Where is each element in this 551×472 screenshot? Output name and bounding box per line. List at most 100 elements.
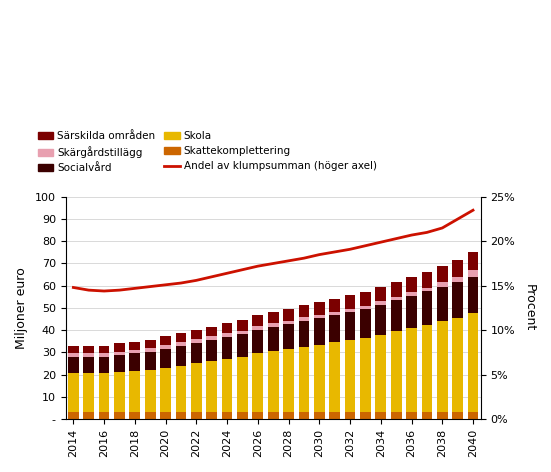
- Bar: [314, 345, 325, 412]
- Bar: [83, 346, 94, 354]
- Bar: [160, 345, 171, 348]
- Bar: [222, 337, 233, 359]
- Bar: [452, 260, 463, 277]
- Bar: [129, 371, 140, 412]
- Bar: [99, 346, 110, 354]
- Bar: [360, 306, 371, 309]
- Bar: [68, 354, 79, 357]
- Bar: [252, 354, 263, 412]
- Bar: [329, 412, 340, 419]
- Bar: [160, 368, 171, 412]
- Bar: [375, 412, 386, 419]
- Bar: [468, 412, 478, 419]
- Bar: [360, 309, 371, 338]
- Bar: [283, 320, 294, 324]
- Bar: [129, 342, 140, 350]
- Bar: [206, 337, 217, 340]
- Bar: [99, 354, 110, 357]
- Bar: [145, 348, 155, 352]
- Bar: [406, 295, 417, 328]
- Bar: [191, 412, 202, 419]
- Bar: [83, 373, 94, 412]
- Bar: [329, 315, 340, 342]
- Bar: [391, 300, 402, 331]
- Bar: [99, 373, 110, 412]
- Bar: [437, 282, 447, 287]
- Bar: [129, 350, 140, 354]
- Bar: [283, 349, 294, 412]
- Bar: [360, 292, 371, 306]
- Bar: [406, 412, 417, 419]
- Bar: [145, 352, 155, 370]
- Bar: [452, 282, 463, 318]
- Bar: [314, 318, 325, 345]
- Bar: [252, 412, 263, 419]
- Bar: [176, 346, 186, 366]
- Bar: [360, 338, 371, 412]
- Bar: [268, 412, 279, 419]
- Bar: [176, 333, 186, 342]
- Bar: [268, 312, 279, 323]
- Bar: [375, 304, 386, 335]
- Bar: [375, 287, 386, 301]
- Bar: [452, 412, 463, 419]
- Bar: [345, 295, 355, 309]
- Bar: [345, 309, 355, 312]
- Bar: [145, 412, 155, 419]
- Bar: [406, 292, 417, 295]
- Bar: [145, 370, 155, 412]
- Bar: [237, 412, 248, 419]
- Bar: [114, 355, 125, 372]
- Bar: [222, 323, 233, 333]
- Bar: [468, 270, 478, 277]
- Bar: [329, 312, 340, 315]
- Bar: [391, 297, 402, 300]
- Bar: [345, 412, 355, 419]
- Bar: [268, 351, 279, 412]
- Bar: [206, 340, 217, 361]
- Bar: [129, 412, 140, 419]
- Bar: [299, 412, 309, 419]
- Bar: [176, 366, 186, 412]
- Bar: [345, 312, 355, 340]
- Bar: [422, 272, 433, 288]
- Bar: [176, 412, 186, 419]
- Bar: [252, 315, 263, 326]
- Bar: [422, 325, 433, 412]
- Bar: [222, 359, 233, 412]
- Bar: [83, 412, 94, 419]
- Bar: [268, 323, 279, 327]
- Bar: [299, 347, 309, 412]
- Bar: [391, 412, 402, 419]
- Bar: [237, 330, 248, 334]
- Bar: [329, 342, 340, 412]
- Bar: [345, 340, 355, 412]
- Bar: [452, 277, 463, 282]
- Bar: [68, 412, 79, 419]
- Bar: [176, 342, 186, 346]
- Bar: [191, 343, 202, 363]
- Bar: [191, 330, 202, 339]
- Bar: [422, 291, 433, 325]
- Bar: [437, 412, 447, 419]
- Bar: [299, 305, 309, 318]
- Bar: [437, 321, 447, 412]
- Bar: [314, 314, 325, 318]
- Bar: [283, 412, 294, 419]
- Bar: [391, 282, 402, 297]
- Bar: [114, 412, 125, 419]
- Bar: [114, 352, 125, 355]
- Bar: [406, 277, 417, 292]
- Bar: [83, 354, 94, 357]
- Bar: [129, 354, 140, 371]
- Y-axis label: Miljoner euro: Miljoner euro: [15, 267, 28, 349]
- Bar: [329, 299, 340, 312]
- Bar: [422, 288, 433, 291]
- Bar: [391, 331, 402, 412]
- Bar: [206, 327, 217, 337]
- Y-axis label: Procent: Procent: [523, 284, 536, 331]
- Bar: [268, 327, 279, 351]
- Bar: [375, 301, 386, 304]
- Bar: [145, 340, 155, 348]
- Bar: [360, 412, 371, 419]
